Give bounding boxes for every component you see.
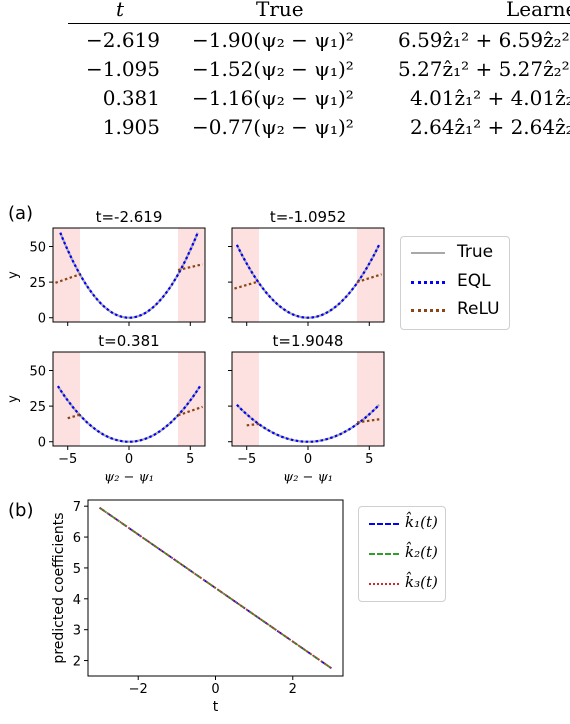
legend-a: True EQL ReLU: [400, 236, 510, 330]
y-tick-label: 4: [73, 593, 81, 608]
y-tick-label: 25: [29, 400, 46, 415]
legend-eql-line: [411, 281, 445, 284]
table-rule: [68, 23, 570, 24]
x-tick-label: 0: [211, 682, 219, 697]
table-cell-true: −1.90(ψ₂ − ψ₁)²: [192, 28, 354, 52]
y-tick-label: 0: [38, 312, 46, 327]
table-cell-learned: 6.59ẑ₁² + 6.59ẑ₂² −: [398, 28, 570, 52]
table-header-learned: Learne: [506, 0, 570, 21]
table-cell-true: −1.16(ψ₂ − ψ₁)²: [192, 86, 354, 110]
y-axis-label: y: [6, 271, 21, 279]
x-tick-label: 0: [304, 452, 312, 467]
x-axis-label: ψ₂ − ψ₁: [104, 470, 154, 485]
relu-series-line: [177, 263, 203, 272]
y-tick-label: 50: [29, 241, 46, 256]
shaded-region: [357, 228, 384, 322]
legend-k1-label: k̂₁(t): [405, 513, 438, 531]
legend-true-line: [411, 252, 445, 254]
panel-b-label: (b): [8, 500, 34, 521]
x-tick-label: −5: [58, 452, 77, 467]
relu-series-line: [356, 273, 382, 284]
legend-k2-label: k̂₂(t): [405, 543, 438, 561]
x-axis-label: ψ₂ − ψ₁: [283, 470, 333, 485]
relu-series-line: [356, 417, 382, 424]
table-header-t: t: [116, 0, 125, 21]
eql-series-line: [235, 244, 381, 319]
table-header-true: True: [256, 0, 304, 21]
chart-2: [228, 227, 385, 326]
x-tick-label: −5: [237, 452, 256, 467]
shaded-region: [178, 228, 205, 322]
legend-k3-label: k̂₃(t): [405, 573, 438, 591]
chart-title: t=1.9048: [273, 332, 344, 350]
results-table: t True Learne −2.619 −1.90(ψ₂ − ψ₁)² 6.5…: [0, 0, 570, 150]
y-tick-label: 5: [73, 562, 81, 577]
true-series-line: [56, 385, 202, 443]
y-tick-label: 0: [38, 436, 46, 451]
chart-4: [228, 351, 385, 450]
x-tick-label: 5: [186, 452, 194, 467]
table-cell-learned: 4.01ẑ₁² + 4.01ẑ₂²: [410, 86, 570, 110]
y-axis-label: y: [6, 395, 21, 403]
eql-series-line: [59, 232, 199, 319]
eql-series-line: [236, 404, 380, 443]
legend-k1-line: [369, 523, 399, 525]
chart-title: t=-1.0952: [270, 208, 346, 226]
y-tick-label: 6: [73, 531, 81, 546]
legend-k3-line: [369, 583, 399, 585]
chart-3: [49, 351, 206, 450]
x-tick-label: 0: [125, 452, 133, 467]
x-tick-label: 2: [289, 682, 297, 697]
legend-true-label: True: [457, 242, 494, 262]
y-tick-label: 50: [29, 365, 46, 380]
legend-b: k̂₁(t) k̂₂(t) k̂₃(t): [358, 506, 446, 602]
table-cell-t: −2.619: [85, 28, 160, 52]
chart-title: t=0.381: [98, 332, 159, 350]
legend-eql-label: EQL: [457, 271, 491, 291]
table-cell-true: −0.77(ψ₂ − ψ₁)²: [192, 115, 354, 139]
relu-series-line: [246, 422, 260, 427]
table-cell-t: −1.095: [85, 57, 160, 81]
x-axis-label: t: [213, 699, 219, 715]
relu-series-line: [177, 405, 203, 417]
table-cell-t: 0.381: [102, 86, 160, 110]
chart-5: [84, 499, 344, 680]
legend-k2-line: [369, 553, 399, 555]
chart-1: [49, 227, 206, 326]
legend-relu-line: [411, 309, 445, 312]
relu-series-line: [67, 413, 81, 420]
table-cell-t: 1.905: [102, 115, 160, 139]
legend-relu-label: ReLU: [457, 299, 500, 319]
x-tick-label: 5: [365, 452, 373, 467]
table-cell-learned: 2.64ẑ₁² + 2.64ẑ₂²: [410, 115, 570, 139]
k3-series-line: [99, 506, 332, 670]
x-tick-label: −2: [129, 682, 148, 697]
y-tick-label: 3: [73, 624, 81, 639]
y-axis-label: predicted coefficients: [51, 512, 67, 663]
relu-series-line: [234, 280, 260, 290]
shaded-region: [357, 352, 384, 446]
shaded-region: [232, 352, 259, 446]
table-cell-learned: 5.27ẑ₁² + 5.27ẑ₂² −: [398, 57, 570, 81]
y-tick-label: 7: [73, 500, 81, 515]
y-tick-label: 25: [29, 276, 46, 291]
panel-a-label: (a): [8, 203, 34, 224]
relu-series-line: [55, 273, 81, 284]
table-cell-true: −1.52(ψ₂ − ψ₁)²: [192, 57, 354, 81]
chart-title: t=-2.619: [96, 208, 163, 226]
shaded-region: [232, 228, 259, 322]
y-tick-label: 2: [73, 655, 81, 670]
